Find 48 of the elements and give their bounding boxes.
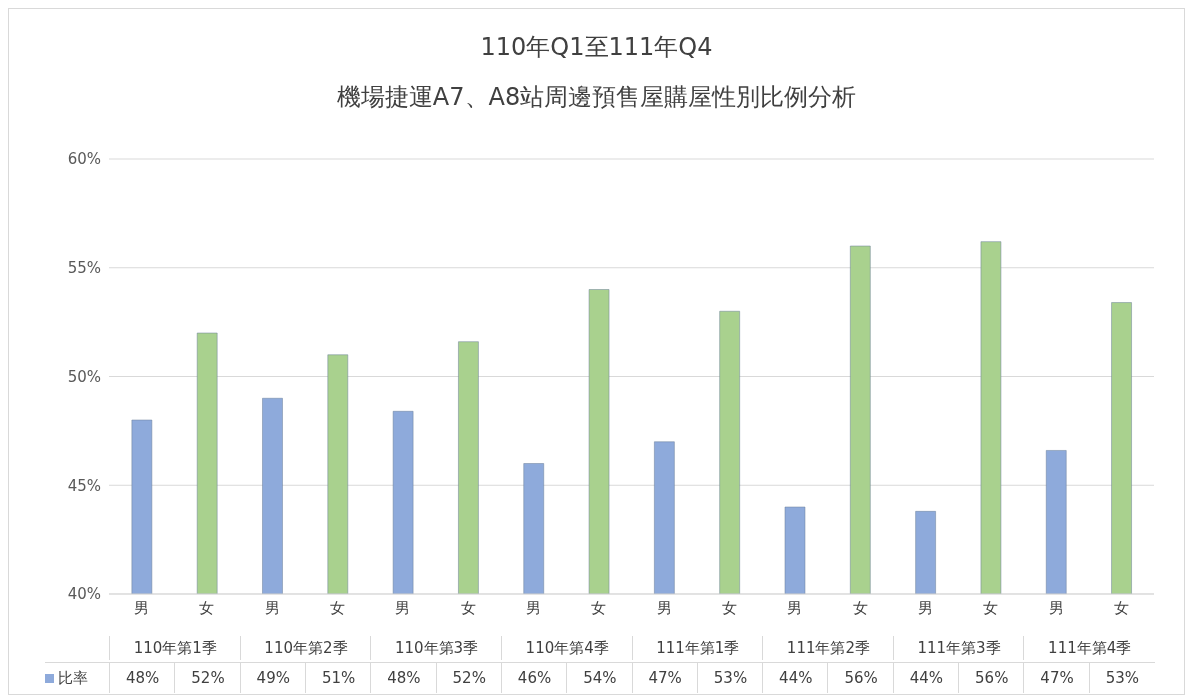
text: 111年第2季	[762, 636, 894, 660]
x-tick-label: 男	[395, 598, 411, 617]
data-label: 44%	[762, 662, 829, 693]
x-tick-label: 男	[787, 598, 803, 617]
y-tick-label: 50%	[67, 367, 101, 386]
text: 110年第3季	[370, 636, 502, 660]
data-label: 47%	[631, 662, 698, 693]
data-label: 52%	[174, 662, 241, 693]
text: 110年第4季	[500, 636, 633, 660]
text: 111年第1季	[631, 636, 764, 660]
data-label: 49%	[239, 662, 306, 693]
x-tick-label: 女	[983, 598, 999, 617]
x-tick-label: 男	[656, 598, 672, 617]
data-label: 53%	[1088, 662, 1155, 693]
x-tick-label: 男	[917, 598, 933, 617]
x-tick-label: 男	[526, 598, 542, 617]
x-tick-label: 男	[1048, 598, 1064, 617]
data-label: 53%	[696, 662, 764, 693]
data-label: 48%	[370, 662, 437, 693]
x-tick-label: 女	[721, 598, 737, 617]
y-tick-label: 55%	[67, 259, 101, 278]
data-label: 52%	[435, 662, 502, 693]
legend-label: 比率	[45, 662, 109, 693]
data-label: 56%	[827, 662, 894, 693]
text: 110年第2季	[239, 636, 372, 660]
x-tick-label: 女	[591, 598, 607, 617]
y-tick-label: 45%	[67, 476, 101, 495]
chart-subtitle: 機場捷運A7、A8站周邊預售屋購屋性別比例分析	[335, 82, 858, 113]
x-tick-label: 女	[1113, 598, 1129, 617]
data-label: 46%	[500, 662, 568, 693]
data-label: 51%	[304, 662, 372, 693]
data-label: 54%	[566, 662, 633, 693]
data-label: 44%	[892, 662, 960, 693]
x-tick-label: 女	[852, 598, 868, 617]
x-tick-label: 男	[134, 598, 150, 617]
data-label: 48%	[109, 662, 176, 693]
x-tick-label: 女	[460, 598, 476, 617]
x-tick-label: 女	[330, 598, 346, 617]
text: 111年第4季	[1023, 636, 1155, 660]
chart-title: 110年Q1至111年Q4	[479, 32, 714, 63]
x-tick-label: 男	[264, 598, 280, 617]
x-tick-label: 女	[199, 598, 215, 617]
y-tick-label: 40%	[67, 585, 101, 604]
text: 110年第1季	[109, 636, 241, 660]
y-tick-label: 60%	[67, 150, 101, 169]
data-label: 56%	[958, 662, 1025, 693]
data-label: 47%	[1023, 662, 1090, 693]
text: 111年第3季	[892, 636, 1025, 660]
